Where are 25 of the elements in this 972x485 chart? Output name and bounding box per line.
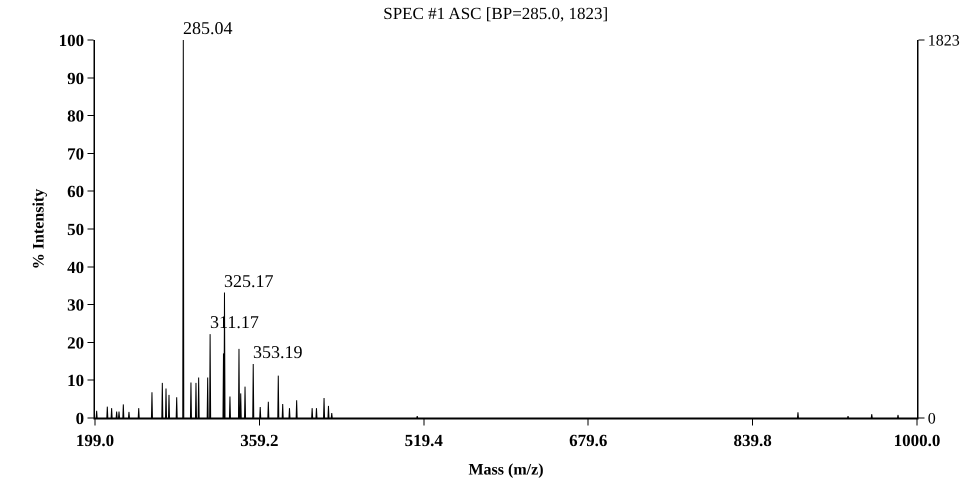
x-tick-label: 679.6 xyxy=(569,430,608,450)
y-tick-label: 80 xyxy=(67,106,84,126)
y-axis-title: % Intensity xyxy=(30,188,48,270)
annotation: 353.19 xyxy=(253,342,302,362)
y-tick-label: 50 xyxy=(67,220,84,239)
y-tick-label: 90 xyxy=(67,68,84,88)
y-tick-label: 20 xyxy=(67,333,84,352)
annotation: 325.17 xyxy=(224,271,274,291)
x-tick-label: 519.4 xyxy=(404,430,444,450)
y-tick-label: 100 xyxy=(58,30,84,50)
y2-tick-label: 0 xyxy=(928,410,936,428)
y-tick-label: 30 xyxy=(67,296,84,315)
x-axis-title: Mass (m/z) xyxy=(468,461,544,478)
y-tick-label: 10 xyxy=(67,371,84,390)
chart-title: SPEC #1 ASC [BP=285.0, 1823] xyxy=(383,4,608,24)
annotation: 285.04 xyxy=(183,18,232,38)
y-tick-label: 0 xyxy=(76,408,84,428)
x-tick-label: 359.2 xyxy=(240,430,279,450)
y-tick-label: 40 xyxy=(67,258,84,277)
y-tick-label: 60 xyxy=(67,182,84,202)
y2-tick-label: 1823 xyxy=(928,32,960,50)
y-tick-label: 70 xyxy=(67,144,84,164)
x-tick-label: 199.0 xyxy=(76,430,114,450)
x-tick-label: 839.8 xyxy=(733,430,772,450)
x-tick-label: 1000.0 xyxy=(894,430,940,450)
